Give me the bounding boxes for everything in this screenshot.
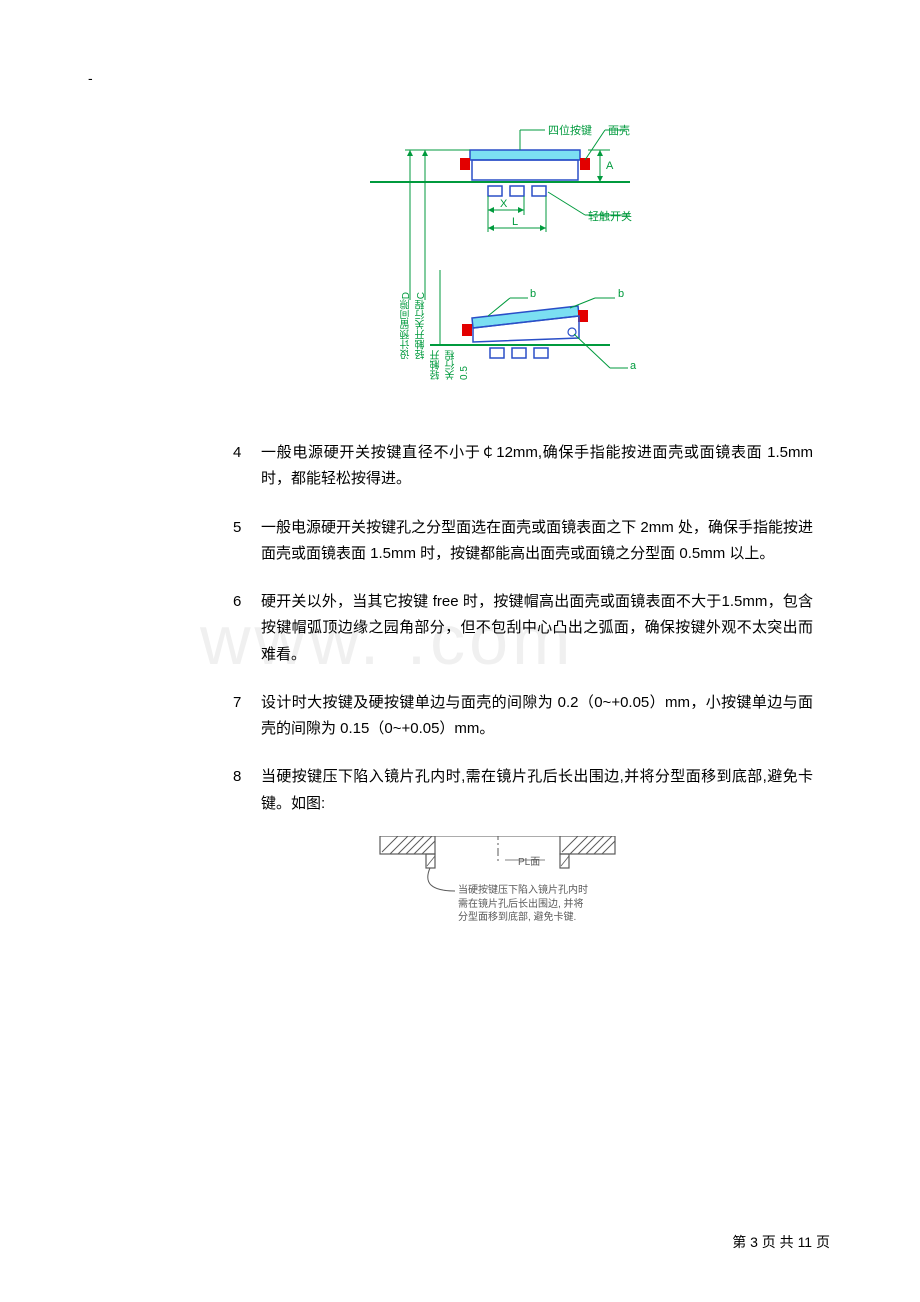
item-text: 硬开关以外，当其它按键 free 时，按键帽高出面壳或面镜表面不大于1.5mm，… — [261, 589, 813, 668]
list-item: 6 硬开关以外，当其它按键 free 时，按键帽高出面壳或面镜表面不大于1.5m… — [233, 589, 813, 668]
footer-suffix: 页 — [816, 1234, 830, 1250]
label-a-dim: A — [606, 160, 613, 172]
label-switch: 轻触开关 — [588, 208, 632, 224]
item-text: 当硬按键压下陷入镜片孔内时,需在镜片孔后长出围边,并将分型面移到底部,避免卡键。… — [261, 764, 813, 817]
vlabel-c: 轻触开关行程C — [414, 292, 429, 359]
item-num: 7 — [233, 690, 261, 743]
vlabel-d: 设计预留间隙D — [399, 292, 414, 359]
list-item: 8 当硬按键压下陷入镜片孔内时,需在镜片孔后长出围边,并将分型面移到底部,避免卡… — [233, 764, 813, 817]
content-list: 4 一般电源硬开关按键直径不小于￠12mm,确保手指能按进面壳或面镜表面 1.5… — [233, 440, 813, 839]
label-four-key: 四位按键 — [548, 122, 592, 138]
pl-caption-line: 当硬按键压下陷入镜片孔内时 — [458, 884, 588, 898]
label-a: a — [630, 360, 636, 372]
item-text: 一般电源硬开关按键孔之分型面选在面壳或面镜表面之下 2mm 处，确保手指能按进面… — [261, 515, 813, 568]
pl-caption: 当硬按键压下陷入镜片孔内时 需在镜片孔后长出围边, 并将 分型面移到底部, 避免… — [458, 884, 588, 925]
item-text: 一般电源硬开关按键直径不小于￠12mm,确保手指能按进面壳或面镜表面 1.5mm… — [261, 440, 813, 493]
footer-mid: 页 共 — [762, 1234, 794, 1250]
page-footer: 第 3 页 共 11 页 — [732, 1232, 830, 1252]
item-num: 5 — [233, 515, 261, 568]
item-num: 6 — [233, 589, 261, 668]
pl-caption-line: 需在镜片孔后长出围边, 并将 — [458, 898, 588, 912]
footer-total: 11 — [798, 1234, 813, 1250]
list-item: 5 一般电源硬开关按键孔之分型面选在面壳或面镜表面之下 2mm 处，确保手指能按… — [233, 515, 813, 568]
label-shell: 面壳 — [608, 122, 630, 138]
footer-prefix: 第 — [732, 1234, 746, 1250]
top-diagram: 四位按键 面壳 轻触开关 A X L 设计预留间隙D 轻触开关行程C 轻触开关行… — [370, 120, 700, 380]
pl-diagram: PL面 当硬按键压下陷入镜片孔内时 需在镜片孔后长出围边, 并将 分型面移到底部… — [370, 836, 650, 946]
label-x-dim: X — [500, 198, 507, 210]
list-item: 4 一般电源硬开关按键直径不小于￠12mm,确保手指能按进面壳或面镜表面 1.5… — [233, 440, 813, 493]
list-item: 7 设计时大按键及硬按键单边与面壳的间隙为 0.2（0~+0.05）mm，小按键… — [233, 690, 813, 743]
header-dash: - — [88, 70, 93, 86]
label-b2: b — [618, 288, 624, 300]
item-text: 设计时大按键及硬按键单边与面壳的间隙为 0.2（0~+0.05）mm，小按键单边… — [261, 690, 813, 743]
label-b1: b — [530, 288, 536, 300]
pl-label: PL面 — [518, 853, 540, 868]
item-num: 4 — [233, 440, 261, 493]
item-num: 8 — [233, 764, 261, 817]
pl-caption-line: 分型面移到底部, 避免卡键. — [458, 911, 588, 925]
vlabel-05: 轻触开关行程0.5 — [429, 342, 470, 380]
footer-page: 3 — [750, 1234, 758, 1250]
page: - www. .com — [0, 0, 920, 1302]
label-l-dim: L — [512, 216, 518, 228]
